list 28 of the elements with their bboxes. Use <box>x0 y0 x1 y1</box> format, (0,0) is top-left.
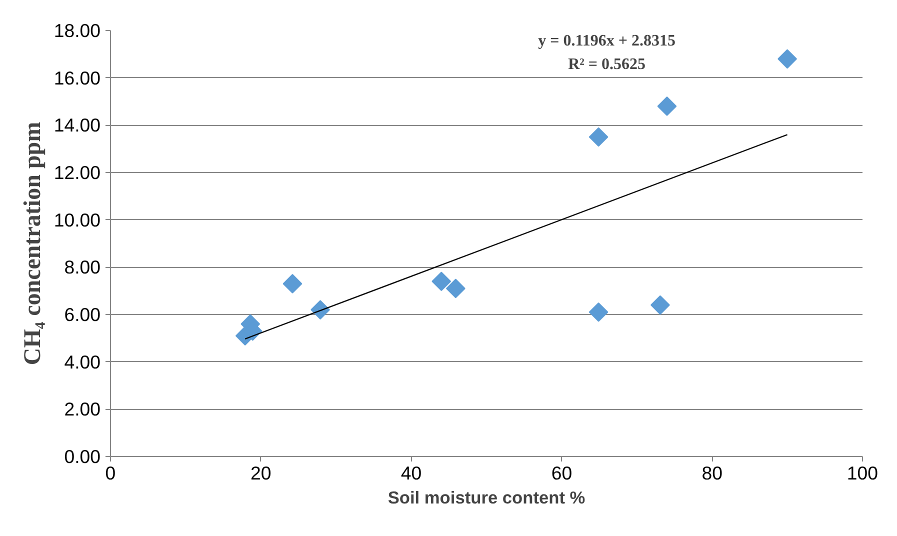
point <box>657 96 677 116</box>
point <box>446 278 466 298</box>
y-tick-label: 4.00 <box>64 351 100 372</box>
x-tick-label: 0 <box>105 462 116 484</box>
point <box>588 302 608 322</box>
y-tick-label: 6.00 <box>64 304 100 325</box>
x-tick-label: 40 <box>400 462 422 484</box>
y-tick-label: 18.00 <box>54 20 100 41</box>
y-tick-label: 0.00 <box>64 446 100 467</box>
y-tick-label: 14.00 <box>54 114 100 136</box>
point <box>432 272 452 292</box>
point <box>588 127 608 147</box>
y-tick-label: 2.00 <box>64 398 100 420</box>
annotation: R² = 0.5625 <box>568 56 646 74</box>
x-tick-label: 60 <box>551 462 572 484</box>
y-tick-label: 10.00 <box>54 209 100 230</box>
y-tick-label: 16.00 <box>54 67 100 88</box>
x-tick-label: 80 <box>702 462 722 484</box>
point <box>778 49 797 69</box>
x-tick-label: 100 <box>846 462 878 484</box>
y-axis-title: CH₄ concentration ppm <box>20 122 46 366</box>
y-tick-label: 8.00 <box>64 256 100 278</box>
point <box>650 295 670 315</box>
point <box>282 274 302 294</box>
x-tick-label: 20 <box>250 462 272 484</box>
y-tick-label: 12.00 <box>54 162 100 183</box>
annotation: y = 0.1196x + 2.8315 <box>538 32 676 50</box>
x-axis-title: Soil moisture content % <box>388 488 586 508</box>
